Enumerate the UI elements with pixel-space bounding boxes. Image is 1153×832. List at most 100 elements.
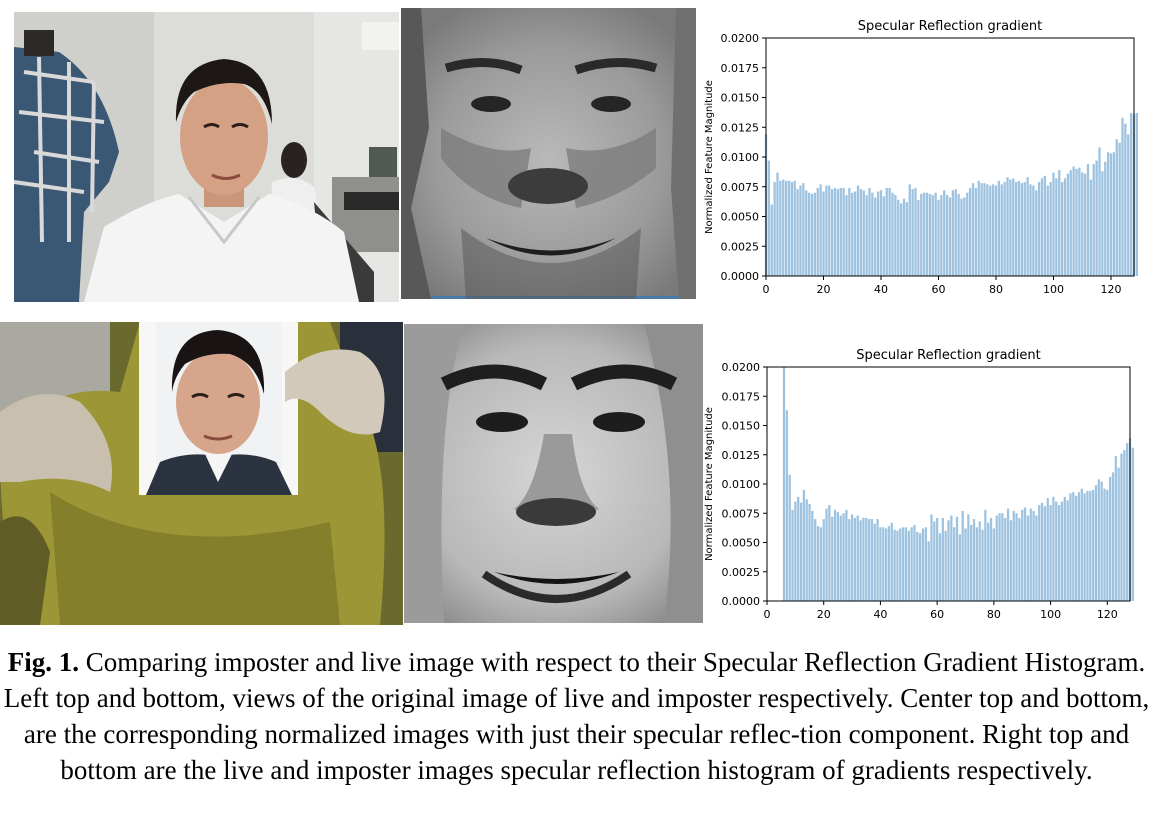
histogram-bar bbox=[948, 197, 952, 276]
histogram-bar bbox=[986, 184, 989, 276]
histogram-bar bbox=[845, 195, 848, 276]
histogram-bar bbox=[937, 199, 940, 276]
histogram-bar bbox=[842, 513, 845, 601]
histogram-bar bbox=[828, 185, 831, 276]
histogram-bar bbox=[1101, 171, 1104, 276]
histogram-bar bbox=[1035, 515, 1038, 601]
y-tick-label: 0.0050 bbox=[721, 211, 760, 224]
histogram-bar bbox=[887, 526, 891, 601]
histogram-bar bbox=[960, 198, 963, 276]
histogram-bar bbox=[853, 191, 857, 276]
histogram-bar bbox=[893, 529, 896, 601]
histogram-bar bbox=[890, 522, 893, 601]
histogram-bar bbox=[836, 512, 840, 601]
histogram-bar bbox=[882, 196, 886, 276]
histogram-bar bbox=[994, 185, 998, 276]
histogram-bar bbox=[1111, 472, 1115, 601]
histogram-bar bbox=[1103, 488, 1106, 601]
histogram-bar bbox=[971, 183, 975, 276]
histogram-bar bbox=[940, 195, 943, 276]
histogram-bar bbox=[1038, 505, 1041, 601]
x-tick-label: 20 bbox=[817, 608, 831, 621]
histogram-bar bbox=[1029, 508, 1032, 601]
y-tick-label: 0.0150 bbox=[721, 92, 760, 105]
x-tick-label: 40 bbox=[873, 608, 887, 621]
histogram-bar bbox=[930, 514, 933, 601]
histogram-bar bbox=[1032, 510, 1035, 601]
figure-caption: Fig. 1. Comparing imposter and live imag… bbox=[0, 644, 1153, 788]
histogram-bar bbox=[856, 515, 859, 601]
histogram-bar bbox=[782, 179, 785, 276]
histogram-bar bbox=[859, 520, 862, 601]
histogram-bar bbox=[933, 521, 936, 601]
y-tick-label: 0.0000 bbox=[722, 595, 761, 608]
imposter-histogram-svg: 0.0000 0.0025 0.0050 0.0075 0.0100 0.0125 0.01… bbox=[704, 348, 1134, 621]
histogram-bar bbox=[980, 183, 983, 276]
histogram-bar bbox=[1118, 142, 1121, 276]
histogram-bar bbox=[1020, 183, 1024, 276]
live-histogram-svg: 0.0000 0.0025 0.0050 0.0075 0.0100 0.0125 0.01… bbox=[704, 19, 1139, 296]
histogram-bar bbox=[850, 514, 854, 601]
x-tick-label: 60 bbox=[932, 283, 946, 296]
histogram-bar bbox=[917, 199, 920, 276]
histogram-bar bbox=[1091, 489, 1095, 601]
x-tick-label: 0 bbox=[764, 608, 771, 621]
histogram-bar bbox=[1126, 443, 1129, 601]
histogram-bar bbox=[983, 183, 986, 276]
histogram-bar bbox=[856, 185, 860, 276]
histogram-bar bbox=[1117, 467, 1120, 601]
histogram-bar bbox=[1055, 501, 1058, 601]
histogram-bar bbox=[819, 184, 822, 276]
histogram-bar bbox=[1080, 488, 1083, 601]
histogram-bar bbox=[953, 527, 956, 601]
imposter-histogram-chart: 0.0000 0.0025 0.0050 0.0075 0.0100 0.0125 0.01… bbox=[700, 343, 1145, 623]
histogram-bar bbox=[1086, 164, 1090, 276]
histogram-bar bbox=[987, 522, 990, 601]
histogram-bar bbox=[1063, 178, 1067, 276]
histogram-bar bbox=[1074, 495, 1078, 601]
histogram-bar bbox=[794, 501, 797, 601]
histogram-bar bbox=[1104, 161, 1107, 276]
histogram-bar bbox=[842, 187, 845, 276]
histogram-bar bbox=[1060, 181, 1064, 276]
histogram-bar bbox=[957, 193, 960, 276]
histogram-bar bbox=[1043, 176, 1047, 276]
histogram-bar bbox=[797, 496, 800, 601]
histogram-bar bbox=[867, 519, 871, 601]
histogram-bar bbox=[1026, 515, 1030, 601]
histogram-bar bbox=[1081, 172, 1084, 276]
histogram-bar bbox=[1069, 170, 1072, 276]
histogram-bar bbox=[822, 519, 825, 601]
histogram-bar bbox=[1083, 493, 1086, 601]
histogram-bar bbox=[853, 517, 857, 601]
histogram-bar bbox=[779, 180, 782, 276]
histogram-bar bbox=[833, 187, 837, 276]
x-tick-label: 20 bbox=[817, 283, 831, 296]
histogram-bar bbox=[1043, 506, 1047, 601]
histogram-bar bbox=[784, 180, 788, 276]
histogram-bar bbox=[1131, 447, 1134, 601]
y-tick-label: 0.0125 bbox=[722, 449, 761, 462]
histogram-bar bbox=[938, 533, 942, 601]
x-tick-label: 40 bbox=[874, 283, 888, 296]
histogram-bar bbox=[961, 510, 964, 601]
histogram-bar bbox=[944, 530, 947, 601]
y-tick-label: 0.0200 bbox=[722, 361, 761, 374]
histogram-bar bbox=[845, 509, 848, 601]
histogram-bar bbox=[908, 184, 911, 276]
histogram-bar bbox=[910, 527, 913, 601]
histogram-bar bbox=[1040, 502, 1044, 601]
histogram-bar bbox=[808, 503, 811, 601]
x-tick-label: 120 bbox=[1101, 283, 1122, 296]
histogram-bar bbox=[839, 187, 842, 276]
x-tick-label: 100 bbox=[1043, 283, 1064, 296]
histogram-bar bbox=[913, 524, 916, 601]
y-tick-label: 0.0150 bbox=[722, 420, 761, 433]
histogram-bar bbox=[899, 528, 902, 601]
histogram-bar bbox=[925, 192, 929, 276]
histogram-bar bbox=[816, 526, 820, 601]
histogram-bar bbox=[1135, 112, 1139, 276]
imposter-specular-image bbox=[404, 324, 703, 623]
histogram-bar bbox=[1006, 177, 1009, 276]
histogram-bar bbox=[897, 199, 900, 276]
